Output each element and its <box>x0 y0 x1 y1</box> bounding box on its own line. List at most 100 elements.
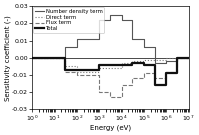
Number density term <box>176 57 178 59</box>
Number density term <box>109 14 111 16</box>
Line: Total: Total <box>32 58 189 85</box>
Flux term <box>53 57 56 59</box>
Number density term <box>64 57 66 59</box>
Flux term <box>176 71 178 72</box>
Number density term <box>86 38 89 40</box>
Number density term <box>131 38 134 40</box>
Direct term <box>64 57 66 59</box>
Total <box>86 69 89 71</box>
Direct term <box>153 59 156 60</box>
Total <box>109 64 111 65</box>
Line: Number density term: Number density term <box>32 15 189 63</box>
Flux term <box>120 97 123 98</box>
Flux term <box>86 74 89 76</box>
Flux term <box>53 57 56 59</box>
Direct term <box>109 67 111 69</box>
Direct term <box>42 57 44 59</box>
Direct term <box>131 62 134 64</box>
Number density term <box>153 47 156 48</box>
Total <box>143 64 145 65</box>
Flux term <box>187 57 190 59</box>
Direct term <box>143 59 145 60</box>
Number density term <box>109 19 111 21</box>
Direct term <box>176 57 178 59</box>
Legend: Number density term, Direct term, Flux term, Total: Number density term, Direct term, Flux t… <box>33 7 104 33</box>
X-axis label: Energy (eV): Energy (eV) <box>90 124 131 131</box>
Flux term <box>165 78 168 79</box>
Number density term <box>98 38 100 40</box>
Flux term <box>109 91 111 93</box>
Number density term <box>53 57 56 59</box>
Flux term <box>76 74 78 76</box>
Total <box>98 64 100 65</box>
Flux term <box>165 71 168 72</box>
Flux term <box>153 72 156 74</box>
Flux term <box>76 71 78 72</box>
Flux term <box>64 71 66 72</box>
Line: Flux term: Flux term <box>32 58 189 97</box>
Total <box>109 64 111 65</box>
Number density term <box>131 19 134 21</box>
Total <box>176 57 178 59</box>
Number density term <box>98 19 100 21</box>
Flux term <box>143 72 145 74</box>
Flux term <box>176 57 178 59</box>
Total <box>143 62 145 64</box>
Total <box>98 69 100 71</box>
Number density term <box>120 19 123 21</box>
Direct term <box>76 66 78 67</box>
Total <box>86 69 89 71</box>
Number density term <box>176 60 178 62</box>
Flux term <box>120 85 123 86</box>
Direct term <box>64 66 66 67</box>
Flux term <box>109 97 111 98</box>
Flux term <box>98 74 100 76</box>
Direct term <box>98 67 100 69</box>
Direct term <box>109 67 111 69</box>
Direct term <box>53 57 56 59</box>
Total <box>187 57 190 59</box>
Number density term <box>76 38 78 40</box>
Direct term <box>98 71 100 72</box>
Line: Direct term: Direct term <box>32 58 189 72</box>
Flux term <box>42 57 44 59</box>
Number density term <box>53 57 56 59</box>
Direct term <box>165 59 168 60</box>
Total <box>120 64 123 65</box>
Total <box>165 85 168 86</box>
Total <box>165 72 168 74</box>
Y-axis label: Sensitivity coefficient (-): Sensitivity coefficient (-) <box>4 15 11 101</box>
Number density term <box>42 57 44 59</box>
Number density term <box>143 38 145 40</box>
Flux term <box>131 85 134 86</box>
Direct term <box>131 60 134 62</box>
Direct term <box>53 57 56 59</box>
Direct term <box>86 71 89 72</box>
Direct term <box>42 57 44 59</box>
Number density term <box>31 57 33 59</box>
Direct term <box>153 59 156 60</box>
Direct term <box>165 57 168 59</box>
Total <box>131 64 134 65</box>
Number density term <box>187 57 190 59</box>
Direct term <box>176 57 178 59</box>
Number density term <box>153 62 156 64</box>
Total <box>64 69 66 71</box>
Total <box>53 57 56 59</box>
Flux term <box>98 91 100 93</box>
Flux term <box>42 57 44 59</box>
Flux term <box>64 57 66 59</box>
Flux term <box>143 78 145 79</box>
Direct term <box>120 62 123 64</box>
Total <box>131 62 134 64</box>
Direct term <box>76 71 78 72</box>
Flux term <box>31 57 33 59</box>
Total <box>31 57 33 59</box>
Total <box>176 72 178 74</box>
Number density term <box>86 38 89 40</box>
Number density term <box>42 57 44 59</box>
Number density term <box>143 47 145 48</box>
Number density term <box>120 14 123 16</box>
Number density term <box>165 62 168 64</box>
Total <box>64 57 66 59</box>
